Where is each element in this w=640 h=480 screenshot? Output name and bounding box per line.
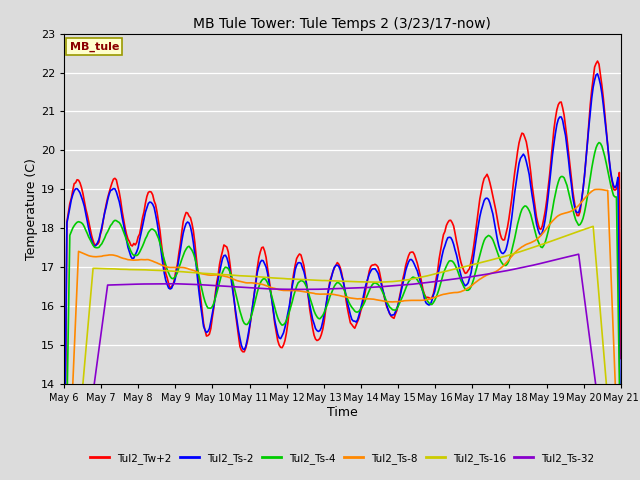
Legend: Tul2_Tw+2, Tul2_Ts-2, Tul2_Ts-4, Tul2_Ts-8, Tul2_Ts-16, Tul2_Ts-32: Tul2_Tw+2, Tul2_Ts-2, Tul2_Ts-4, Tul2_Ts… — [86, 449, 598, 468]
Text: MB_tule: MB_tule — [70, 41, 119, 52]
Y-axis label: Temperature (C): Temperature (C) — [25, 158, 38, 260]
X-axis label: Time: Time — [327, 406, 358, 419]
Title: MB Tule Tower: Tule Temps 2 (3/23/17-now): MB Tule Tower: Tule Temps 2 (3/23/17-now… — [193, 17, 492, 31]
